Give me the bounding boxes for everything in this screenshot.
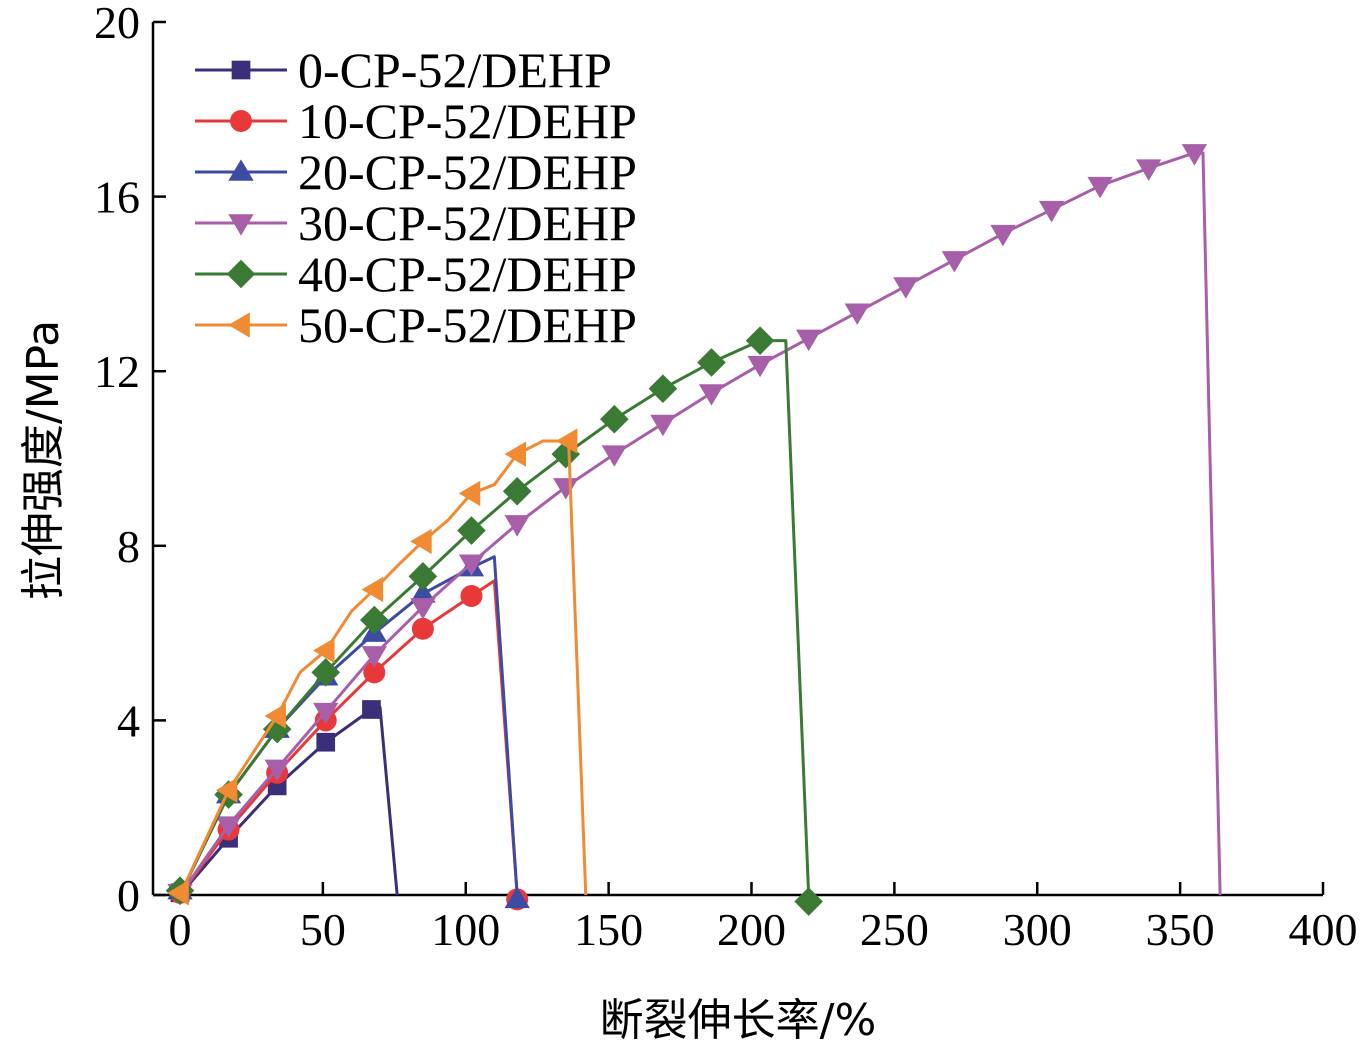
plot-series — [165, 144, 1222, 916]
data-point — [648, 374, 678, 403]
x-tick-label: 400 — [1289, 904, 1358, 955]
y-tick-label: 8 — [117, 521, 140, 572]
data-point — [504, 886, 530, 909]
data-point — [262, 714, 292, 744]
legend-marker — [230, 110, 252, 132]
series-line — [178, 339, 811, 896]
axes — [151, 22, 1323, 897]
data-point — [316, 732, 336, 752]
legend-item: 40-CP-52/DEHP — [195, 246, 637, 302]
y-ticks: 0 4 8 12 16 20 — [94, 0, 166, 921]
data-point — [215, 777, 238, 803]
data-point — [362, 700, 381, 719]
data-point — [502, 476, 532, 506]
data-point — [264, 703, 286, 729]
x-tick-label: 150 — [574, 904, 643, 955]
x-tick-label: 0 — [169, 904, 192, 955]
data-point — [697, 348, 726, 377]
data-point — [504, 441, 526, 467]
series-line — [178, 705, 399, 896]
legend-marker — [228, 312, 250, 338]
data-point — [458, 554, 485, 576]
data-point — [893, 277, 919, 299]
legend-marker — [228, 159, 254, 181]
data-point — [747, 355, 773, 378]
data-point — [555, 428, 578, 454]
data-point — [167, 880, 189, 906]
y-tick-label: 12 — [94, 346, 140, 397]
legend-label: 10-CP-52/DEHP — [298, 93, 637, 149]
legend-item: 10-CP-52/DEHP — [195, 93, 637, 149]
legend-marker — [228, 214, 254, 236]
x-axis-title: 断裂伸长率/% — [600, 995, 877, 1043]
legend-item: 50-CP-52/DEHP — [195, 297, 637, 353]
y-tick-label: 16 — [94, 172, 140, 223]
legend-item: 20-CP-52/DEHP — [195, 144, 637, 200]
series-5 — [167, 428, 588, 906]
legend-item: 0-CP-52/DEHP — [195, 42, 612, 98]
legend-marker — [231, 60, 251, 80]
x-tick-label: 300 — [1003, 904, 1072, 955]
data-point — [215, 816, 242, 838]
data-point — [410, 528, 432, 555]
data-point — [600, 404, 629, 434]
data-point — [941, 251, 968, 273]
series-line — [178, 579, 519, 896]
data-point — [460, 584, 483, 607]
data-point — [1181, 144, 1208, 166]
data-point — [794, 887, 823, 916]
y-tick-label: 20 — [94, 0, 140, 48]
legend-marker — [226, 259, 256, 289]
series-line — [178, 439, 588, 896]
data-point — [363, 661, 386, 684]
legend-label: 50-CP-52/DEHP — [298, 297, 637, 353]
series-4 — [165, 326, 823, 916]
data-point — [990, 224, 1016, 247]
x-tick-label: 50 — [300, 904, 346, 955]
data-point — [411, 617, 434, 640]
x-tick-label: 250 — [860, 904, 929, 955]
data-point — [361, 646, 387, 668]
data-point — [311, 658, 341, 687]
data-point — [698, 384, 725, 406]
data-point — [650, 414, 676, 437]
data-point — [361, 576, 384, 603]
data-point — [458, 480, 481, 507]
series-3 — [167, 144, 1222, 906]
data-point — [264, 759, 290, 782]
legend: 0-CP-52/DEHP10-CP-52/DEHP20-CP-52/DEHP30… — [195, 42, 637, 353]
legend-label: 40-CP-52/DEHP — [298, 246, 637, 302]
data-point — [601, 445, 627, 467]
data-point — [1136, 159, 1162, 181]
legend-item: 30-CP-52/DEHP — [195, 195, 637, 251]
data-point — [745, 326, 775, 355]
y-tick-label: 4 — [117, 695, 140, 746]
series-2 — [167, 554, 530, 909]
x-tick-label: 200 — [717, 904, 786, 955]
data-point — [408, 562, 438, 591]
data-point — [553, 478, 579, 500]
x-tick-label: 350 — [1146, 904, 1215, 955]
series-1 — [169, 579, 529, 911]
x-ticks: 0 50 100 150 200 250 300 350 400 — [169, 882, 1358, 955]
data-point — [410, 598, 436, 620]
y-axis-title: 拉伸强度/MPa — [18, 320, 69, 600]
data-point — [360, 605, 389, 635]
data-point — [504, 515, 530, 537]
data-point — [410, 581, 436, 603]
data-point — [313, 702, 339, 725]
y-tick-label: 0 — [117, 870, 140, 921]
data-point — [1087, 176, 1113, 199]
data-point — [844, 303, 870, 325]
legend-label: 20-CP-52/DEHP — [298, 144, 637, 200]
x-tick-label: 100 — [431, 904, 500, 955]
data-point — [796, 329, 822, 352]
data-point — [457, 516, 486, 545]
data-point — [1038, 200, 1065, 223]
data-point — [313, 637, 335, 664]
legend-label: 30-CP-52/DEHP — [298, 195, 637, 251]
legend-label: 0-CP-52/DEHP — [298, 42, 612, 98]
